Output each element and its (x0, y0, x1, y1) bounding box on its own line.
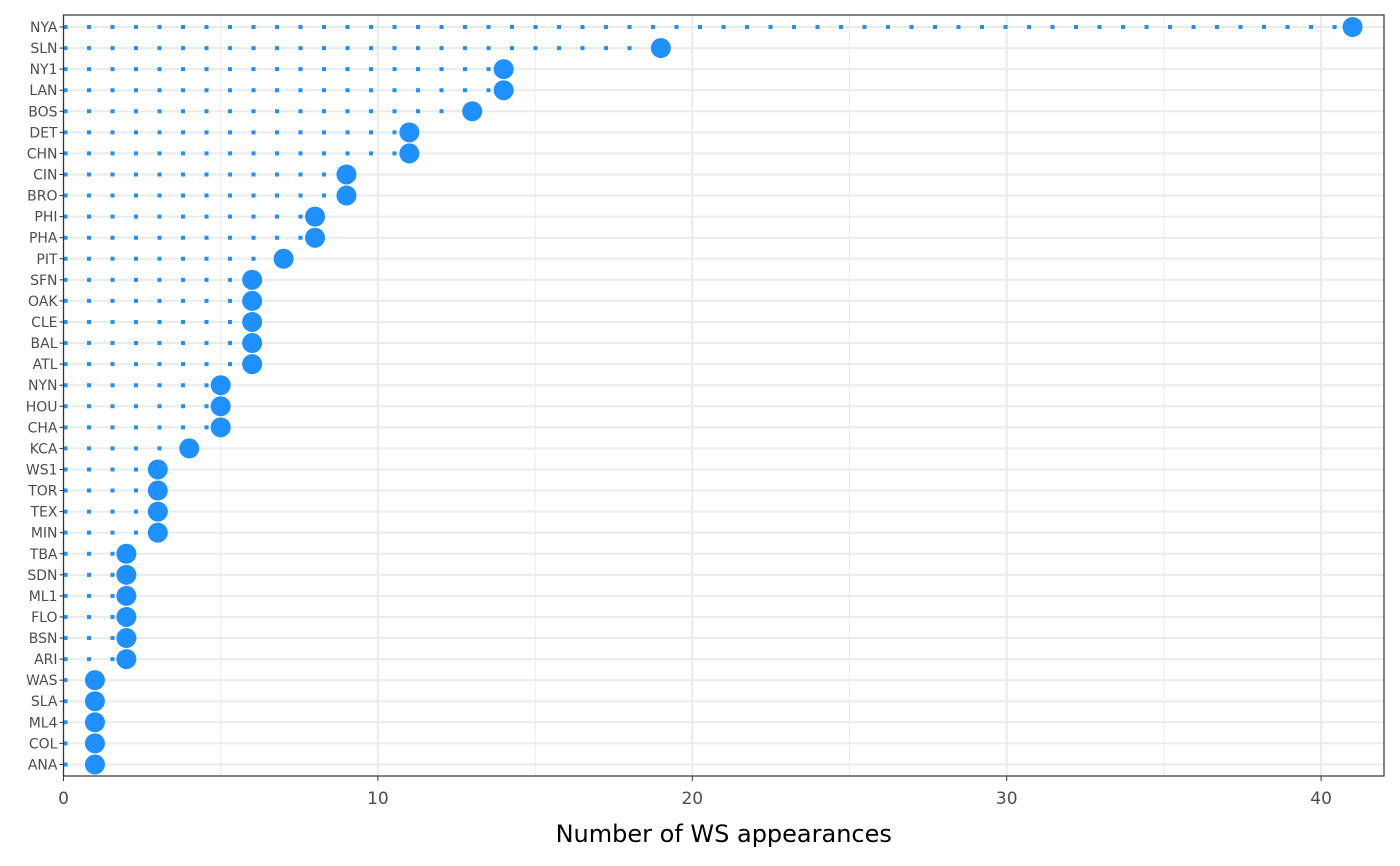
data-point (84, 733, 105, 754)
y-tick-label: SFN (30, 273, 57, 289)
x-axis-title: Number of WS appearances (556, 820, 892, 848)
x-tick-label: 30 (996, 789, 1018, 809)
x-tick-label: 20 (681, 789, 703, 809)
data-point (210, 396, 231, 417)
y-tick-label: CLE (31, 315, 57, 331)
data-point (462, 101, 483, 122)
data-point (84, 712, 105, 733)
stem-layer (63, 25, 1353, 767)
data-point (336, 185, 357, 206)
data-point (242, 269, 263, 290)
data-point (116, 564, 137, 585)
y-tick-label: CHA (28, 420, 58, 436)
data-point (116, 649, 137, 670)
y-tick-label: MIN (31, 526, 58, 542)
data-point (399, 122, 420, 143)
y-tick-label: SDN (27, 568, 57, 584)
y-tick-label: CIN (33, 167, 57, 183)
data-point (1342, 17, 1363, 37)
data-point (116, 628, 137, 649)
y-tick-label: PHA (29, 231, 58, 247)
y-tick-label: OAK (28, 294, 58, 310)
data-point (305, 227, 326, 248)
data-point (210, 375, 231, 396)
y-tick-label: WAS (26, 673, 58, 689)
y-tick-label: HOU (26, 399, 58, 415)
y-tick-label: ML1 (29, 589, 58, 605)
data-point (493, 80, 514, 101)
y-tick-label: NYA (30, 20, 58, 36)
data-point (179, 438, 200, 459)
y-tick-label: WS1 (26, 462, 58, 478)
y-tick-label: PHI (34, 210, 57, 226)
data-point (147, 480, 168, 501)
y-tick-label: DET (29, 125, 58, 141)
y-tick-label: TBA (29, 547, 58, 563)
x-tick-labels: 0 10 20 30 40 (58, 776, 1332, 809)
y-tick-label: TOR (27, 484, 58, 500)
data-point (650, 38, 671, 59)
y-tick-label: KCA (30, 441, 58, 457)
data-point (147, 501, 168, 522)
data-point (242, 333, 263, 354)
y-tick-label: BSN (29, 631, 58, 647)
y-tick-label: BRO (27, 189, 57, 205)
data-point (116, 606, 137, 627)
data-point (147, 459, 168, 480)
data-point (84, 754, 105, 775)
y-tick-label: BOS (28, 104, 57, 120)
y-tick-label: ANA (28, 757, 58, 773)
data-point (493, 59, 514, 80)
y-tick-label: ARI (34, 652, 57, 668)
grid-layer (62, 15, 1384, 776)
point-layer (84, 17, 1363, 775)
y-tick-label: COL (29, 736, 58, 752)
y-tick-label: NYN (28, 378, 58, 394)
data-point (242, 354, 263, 375)
data-point (242, 290, 263, 311)
y-tick-label: TEX (30, 505, 58, 521)
data-point (273, 248, 294, 269)
x-tick-label: 40 (1310, 789, 1332, 809)
x-tick-label: 0 (58, 789, 69, 809)
y-tick-label: SLA (31, 694, 58, 710)
data-point (242, 311, 263, 332)
y-tick-label: SLN (30, 41, 57, 57)
data-point (399, 143, 420, 164)
data-point (210, 417, 231, 438)
y-tick-label: PIT (36, 252, 58, 268)
panel-border (62, 14, 1385, 777)
data-point (336, 164, 357, 185)
y-tick-label: NY1 (30, 62, 58, 78)
data-point (84, 670, 105, 691)
data-point (305, 206, 326, 227)
x-tick-label: 10 (367, 789, 389, 809)
y-tick-label: CHN (27, 146, 58, 162)
y-tick-labels: NYA SLN NY1 LAN BOS DET CHN CIN BRO PHI PHA PIT SFN O… (26, 20, 64, 773)
data-point (147, 522, 168, 543)
data-point (84, 691, 105, 712)
y-tick-label: BAL (31, 336, 58, 352)
y-tick-label: FLO (31, 610, 57, 626)
data-point (116, 585, 137, 606)
y-tick-label: ATL (33, 357, 58, 373)
data-point (116, 543, 137, 564)
y-tick-label: LAN (29, 83, 57, 99)
y-tick-label: ML4 (29, 715, 58, 731)
